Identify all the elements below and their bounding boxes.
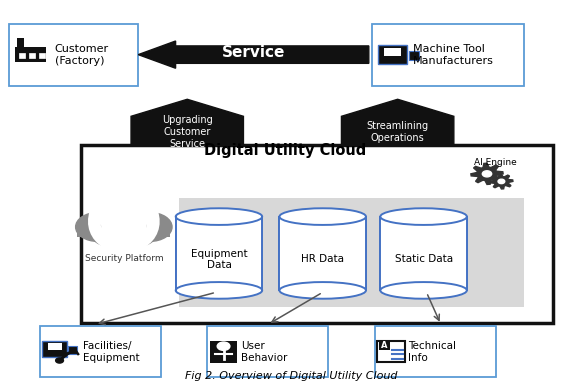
FancyBboxPatch shape — [409, 51, 419, 61]
Ellipse shape — [279, 208, 366, 225]
Circle shape — [98, 202, 150, 236]
FancyBboxPatch shape — [381, 217, 467, 288]
Ellipse shape — [176, 208, 262, 225]
FancyBboxPatch shape — [48, 343, 62, 350]
Text: Streamlining
Operations: Streamlining Operations — [367, 121, 429, 143]
FancyBboxPatch shape — [381, 217, 467, 290]
FancyBboxPatch shape — [39, 53, 45, 58]
Polygon shape — [139, 41, 369, 68]
Polygon shape — [490, 174, 513, 189]
FancyBboxPatch shape — [40, 326, 161, 377]
Text: A: A — [381, 341, 388, 350]
FancyBboxPatch shape — [176, 217, 262, 288]
Ellipse shape — [279, 282, 366, 299]
Circle shape — [56, 358, 63, 363]
Polygon shape — [131, 99, 243, 145]
FancyBboxPatch shape — [279, 217, 366, 288]
FancyBboxPatch shape — [372, 23, 524, 86]
Polygon shape — [471, 163, 503, 184]
Text: Technical
Info: Technical Info — [408, 341, 456, 363]
FancyBboxPatch shape — [176, 217, 262, 290]
Circle shape — [128, 213, 172, 242]
Circle shape — [482, 171, 492, 177]
FancyBboxPatch shape — [77, 225, 171, 237]
Ellipse shape — [176, 282, 262, 299]
Circle shape — [217, 342, 230, 350]
FancyBboxPatch shape — [377, 341, 404, 362]
Text: Equipment
Data: Equipment Data — [191, 248, 247, 270]
Polygon shape — [342, 99, 454, 145]
Text: Digital Utility Cloud: Digital Utility Cloud — [204, 143, 366, 158]
FancyBboxPatch shape — [80, 145, 553, 323]
FancyBboxPatch shape — [42, 341, 67, 357]
FancyBboxPatch shape — [179, 198, 524, 308]
Text: Facilities/
Equipment: Facilities/ Equipment — [83, 341, 140, 363]
Ellipse shape — [381, 282, 467, 299]
Text: Customer
(Factory): Customer (Factory) — [55, 44, 109, 66]
FancyBboxPatch shape — [114, 222, 133, 232]
FancyBboxPatch shape — [379, 342, 390, 350]
Text: User
Behavior: User Behavior — [241, 341, 288, 363]
Text: HR Data: HR Data — [301, 255, 344, 265]
Circle shape — [91, 222, 127, 246]
Text: Security Platform: Security Platform — [84, 254, 163, 263]
FancyBboxPatch shape — [375, 326, 496, 377]
FancyBboxPatch shape — [68, 346, 77, 354]
FancyBboxPatch shape — [9, 23, 139, 86]
Text: Upgrading
Customer
Service: Upgrading Customer Service — [162, 115, 212, 149]
FancyBboxPatch shape — [19, 53, 25, 58]
Text: Service: Service — [222, 45, 285, 60]
Text: AI Engine: AI Engine — [474, 158, 517, 167]
Text: Fig 2. Overview of Digital Utility Cloud: Fig 2. Overview of Digital Utility Cloud — [184, 371, 398, 381]
FancyBboxPatch shape — [384, 48, 400, 56]
FancyBboxPatch shape — [210, 341, 237, 363]
FancyBboxPatch shape — [207, 326, 328, 377]
FancyBboxPatch shape — [29, 53, 35, 58]
Text: Machine Tool
Manufacturers: Machine Tool Manufacturers — [413, 44, 494, 66]
FancyBboxPatch shape — [15, 47, 47, 62]
FancyBboxPatch shape — [17, 38, 24, 49]
Circle shape — [498, 179, 505, 184]
Circle shape — [120, 222, 156, 246]
FancyBboxPatch shape — [378, 45, 407, 64]
Ellipse shape — [381, 208, 467, 225]
Circle shape — [76, 213, 119, 242]
FancyBboxPatch shape — [279, 217, 366, 290]
Text: Static Data: Static Data — [395, 255, 453, 265]
